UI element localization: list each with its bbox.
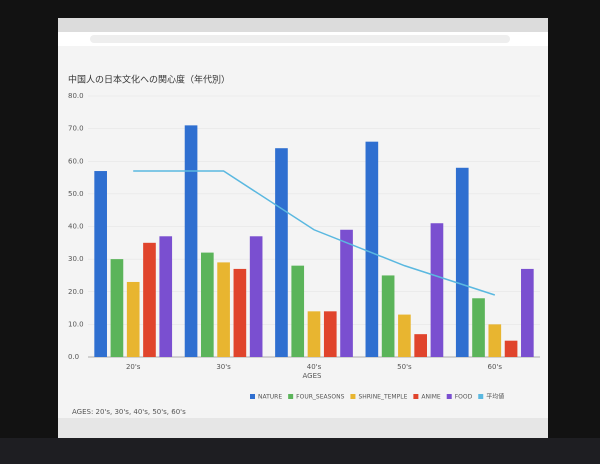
bar xyxy=(430,223,444,357)
y-tick-label: 30.0 xyxy=(68,255,84,263)
legend-swatch xyxy=(478,394,484,399)
x-tick-label: 30's xyxy=(216,363,231,371)
bar xyxy=(340,229,353,357)
legend-label: ANIME xyxy=(421,394,441,401)
legend-label: 平均値 xyxy=(486,393,504,401)
legend-label: FOUR_SEASONS xyxy=(296,394,344,401)
y-tick-label: 0.0 xyxy=(68,353,79,361)
bar xyxy=(488,324,502,357)
bar xyxy=(291,265,305,357)
bar xyxy=(201,252,214,357)
legend-label: FOOD xyxy=(455,394,473,401)
bar xyxy=(184,125,198,357)
page-nav xyxy=(58,418,548,438)
bar xyxy=(472,298,485,357)
x-axis-label: AGES xyxy=(303,372,323,380)
legend-swatch xyxy=(288,394,294,399)
legend-swatch xyxy=(413,394,419,399)
legend-swatch xyxy=(250,394,255,399)
x-tick-label: 40's xyxy=(307,363,322,371)
bar xyxy=(233,268,247,357)
x-tick-label: 20's xyxy=(126,363,141,371)
bar xyxy=(455,167,469,357)
bar xyxy=(217,262,230,357)
bar xyxy=(398,314,411,357)
y-tick-label: 60.0 xyxy=(68,157,84,165)
y-tick-label: 40.0 xyxy=(68,223,84,231)
bar xyxy=(143,242,156,357)
x-tick-label: 60's xyxy=(488,363,503,371)
bar xyxy=(414,334,427,357)
tab-bar xyxy=(58,18,548,32)
y-tick-label: 20.0 xyxy=(68,288,84,296)
bar xyxy=(110,259,124,357)
bar xyxy=(159,236,173,357)
legend-swatch xyxy=(350,394,356,399)
trend-line xyxy=(133,170,496,296)
url-field[interactable] xyxy=(90,35,510,43)
bar xyxy=(94,171,107,357)
y-tick-label: 80.0 xyxy=(68,92,84,100)
bar xyxy=(381,275,395,357)
bar xyxy=(307,311,321,357)
chart-title: 中国人の日本文化への関心度（年代別） xyxy=(68,74,230,86)
x-tick-label: 50's xyxy=(397,363,412,371)
legend-label: NATURE xyxy=(258,394,282,401)
bar xyxy=(323,311,337,357)
y-tick-label: 10.0 xyxy=(68,320,84,328)
bar xyxy=(521,268,534,357)
filter-label[interactable]: AGES: 20's, 30's, 40's, 50's, 60's xyxy=(72,408,186,416)
bar xyxy=(504,340,518,357)
y-tick-label: 70.0 xyxy=(68,125,84,133)
bar xyxy=(275,148,288,357)
y-tick-label: 50.0 xyxy=(68,190,84,198)
bar xyxy=(126,281,140,357)
bar xyxy=(249,236,263,357)
bar xyxy=(365,141,379,357)
legend-label: SHRINE_TEMPLE xyxy=(358,394,407,401)
legend-swatch xyxy=(446,394,452,399)
taskbar xyxy=(0,438,600,464)
